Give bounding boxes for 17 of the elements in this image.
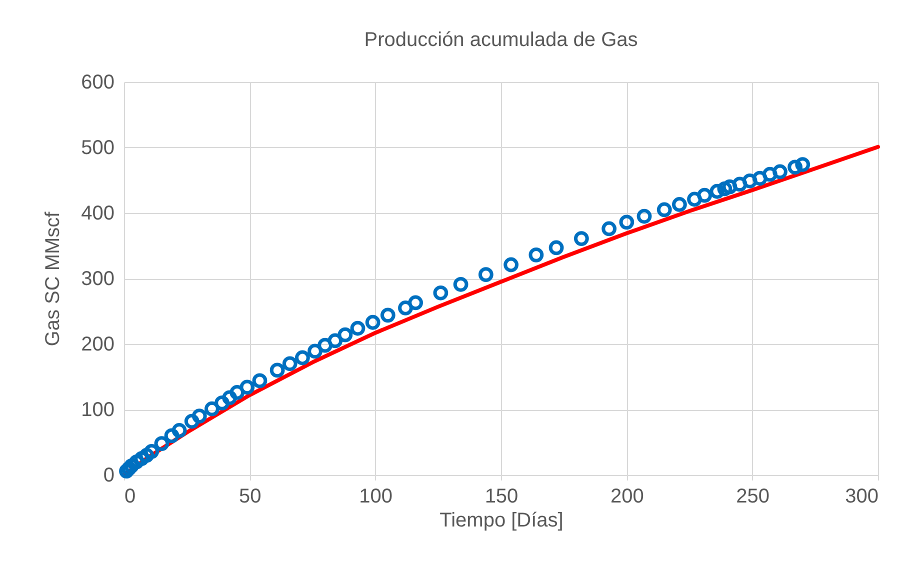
y-tick-label: 0 bbox=[103, 464, 114, 486]
x-tick-label: 50 bbox=[239, 486, 262, 508]
chart-title: Producción acumulada de Gas bbox=[364, 29, 638, 51]
x-tick-label: 300 bbox=[845, 486, 878, 508]
x-tick-label: 100 bbox=[359, 486, 393, 508]
x-tick-label: 250 bbox=[736, 486, 770, 508]
y-tick-label: 600 bbox=[81, 72, 114, 94]
y-tick-label: 100 bbox=[81, 399, 114, 421]
x-tick-label: 0 bbox=[124, 486, 136, 508]
y-tick-label: 200 bbox=[81, 334, 114, 356]
y-tick-label: 300 bbox=[81, 268, 114, 290]
x-tick-label: 200 bbox=[610, 486, 644, 508]
x-tick-label: 150 bbox=[484, 486, 518, 508]
y-tick-label: 400 bbox=[81, 202, 114, 224]
y-tick-label: 500 bbox=[81, 137, 114, 159]
x-axis-title: Tiempo [Días] bbox=[440, 510, 564, 532]
y-axis-title: Gas SC MMscf bbox=[42, 211, 64, 346]
